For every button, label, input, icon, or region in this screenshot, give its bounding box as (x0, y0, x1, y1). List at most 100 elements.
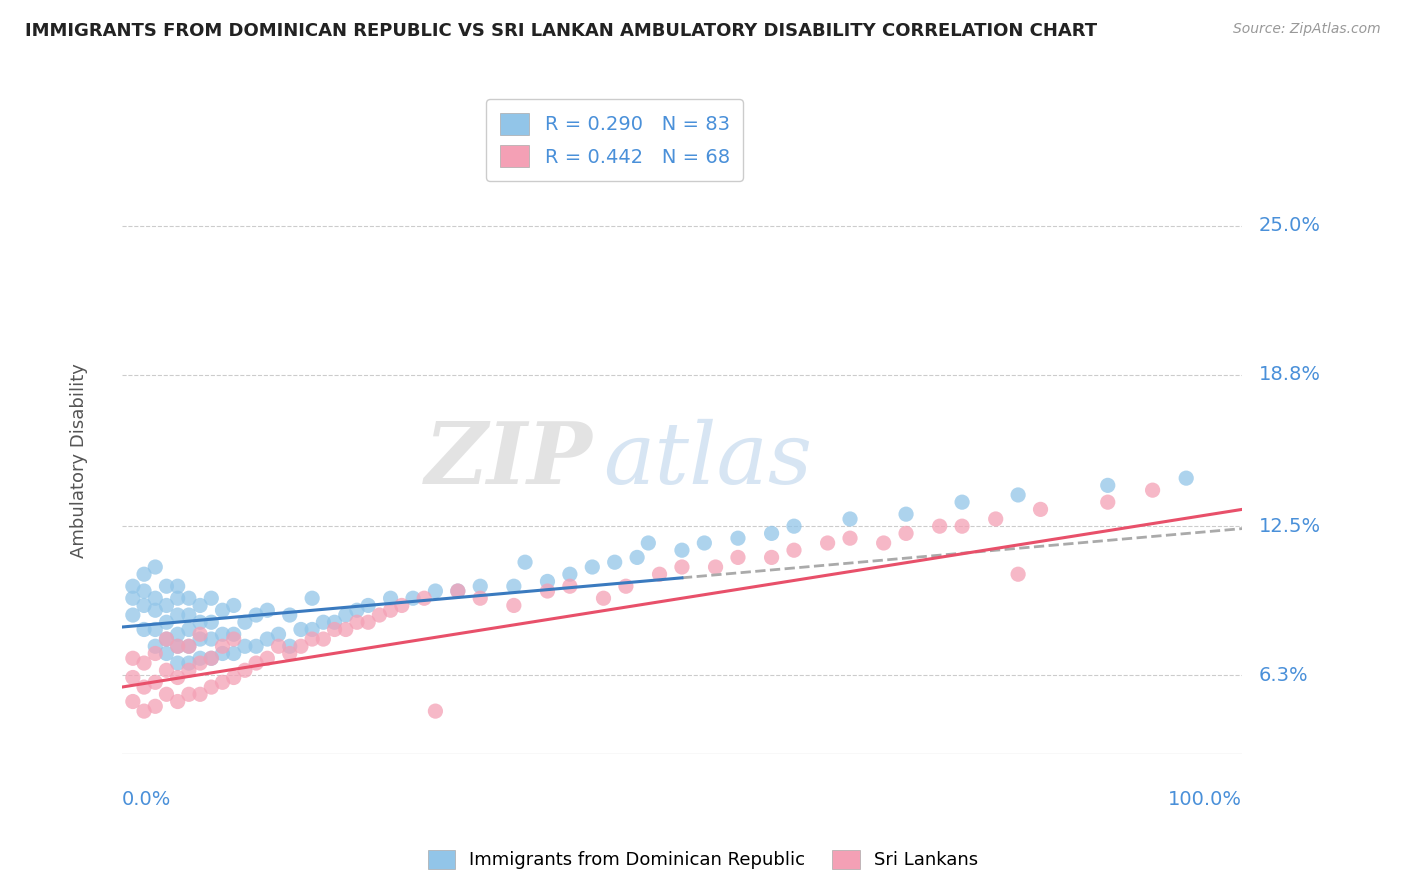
Point (626, 550, 648, 565)
Point (761, 550, 783, 565)
Point (357, 599, 380, 613)
Point (166, 579, 188, 593)
Point (143, 640, 166, 654)
Point (155, 579, 177, 593)
Point (245, 656, 267, 670)
Text: 100.0%: 100.0% (1168, 789, 1243, 809)
Point (188, 599, 211, 613)
Text: IMMIGRANTS FROM DOMINICAN REPUBLIC VS SRI LANKAN AMBULATORY DISABILITY CORRELATI: IMMIGRANTS FROM DOMINICAN REPUBLIC VS SR… (25, 22, 1098, 40)
Point (177, 608, 200, 623)
Point (335, 608, 357, 623)
Point (155, 663, 177, 677)
Point (121, 694, 143, 708)
Point (177, 640, 200, 654)
Point (233, 640, 256, 654)
Point (1007, 488, 1029, 502)
Point (839, 512, 862, 526)
Point (301, 623, 323, 637)
Point (132, 656, 155, 670)
Point (211, 640, 233, 654)
Point (132, 567, 155, 582)
Point (166, 627, 188, 641)
Point (267, 640, 290, 654)
Point (155, 615, 177, 630)
Point (200, 632, 222, 646)
Point (1142, 483, 1164, 498)
Point (278, 640, 301, 654)
Point (513, 555, 536, 569)
Point (233, 615, 256, 630)
Point (166, 591, 188, 606)
Point (177, 591, 200, 606)
Point (177, 687, 200, 701)
Point (637, 536, 659, 550)
Point (155, 647, 177, 661)
Point (301, 632, 323, 646)
Point (581, 560, 603, 574)
Point (346, 603, 368, 617)
Point (166, 671, 188, 685)
Point (872, 536, 894, 550)
Point (380, 591, 402, 606)
Point (132, 584, 155, 599)
Point (132, 680, 155, 694)
Point (143, 699, 166, 714)
Point (558, 567, 581, 582)
Point (200, 615, 222, 630)
Point (357, 615, 380, 630)
Text: 0.0%: 0.0% (122, 789, 172, 809)
Text: 6.3%: 6.3% (1258, 665, 1309, 684)
Point (704, 560, 727, 574)
Text: 18.8%: 18.8% (1258, 366, 1322, 384)
Point (950, 495, 973, 509)
Point (1029, 502, 1052, 516)
Point (278, 647, 301, 661)
Point (312, 632, 335, 646)
Point (143, 675, 166, 690)
Point (614, 579, 637, 593)
Point (984, 512, 1007, 526)
Point (177, 640, 200, 654)
Point (693, 536, 716, 550)
Point (928, 519, 950, 533)
Text: 25.0%: 25.0% (1258, 217, 1322, 235)
Point (323, 623, 346, 637)
Text: atlas: atlas (603, 419, 813, 501)
Point (470, 591, 492, 606)
Point (950, 519, 973, 533)
Point (256, 603, 278, 617)
Point (470, 579, 492, 593)
Point (121, 591, 143, 606)
Point (222, 627, 245, 641)
Point (211, 647, 233, 661)
Point (447, 584, 470, 599)
Point (402, 591, 425, 606)
Point (783, 519, 806, 533)
Point (727, 531, 749, 545)
Point (290, 623, 312, 637)
Point (132, 704, 155, 718)
Point (188, 615, 211, 630)
Point (671, 543, 693, 558)
Legend: R = 0.290   N = 83, R = 0.442   N = 68: R = 0.290 N = 83, R = 0.442 N = 68 (486, 99, 744, 181)
Point (143, 603, 166, 617)
Text: 12.5%: 12.5% (1258, 516, 1322, 536)
Point (188, 651, 211, 665)
Point (536, 584, 558, 599)
Point (817, 536, 839, 550)
Point (312, 615, 335, 630)
Point (761, 526, 783, 541)
Point (267, 627, 290, 641)
Legend: Immigrants from Dominican Republic, Sri Lankans: Immigrants from Dominican Republic, Sri … (419, 840, 987, 879)
Point (278, 608, 301, 623)
Point (200, 680, 222, 694)
Text: Ambulatory Disability: Ambulatory Disability (70, 363, 89, 558)
Point (1097, 495, 1119, 509)
Point (727, 550, 749, 565)
Point (391, 599, 413, 613)
Point (200, 651, 222, 665)
Point (346, 615, 368, 630)
Point (200, 591, 222, 606)
Point (166, 608, 188, 623)
Point (323, 615, 346, 630)
